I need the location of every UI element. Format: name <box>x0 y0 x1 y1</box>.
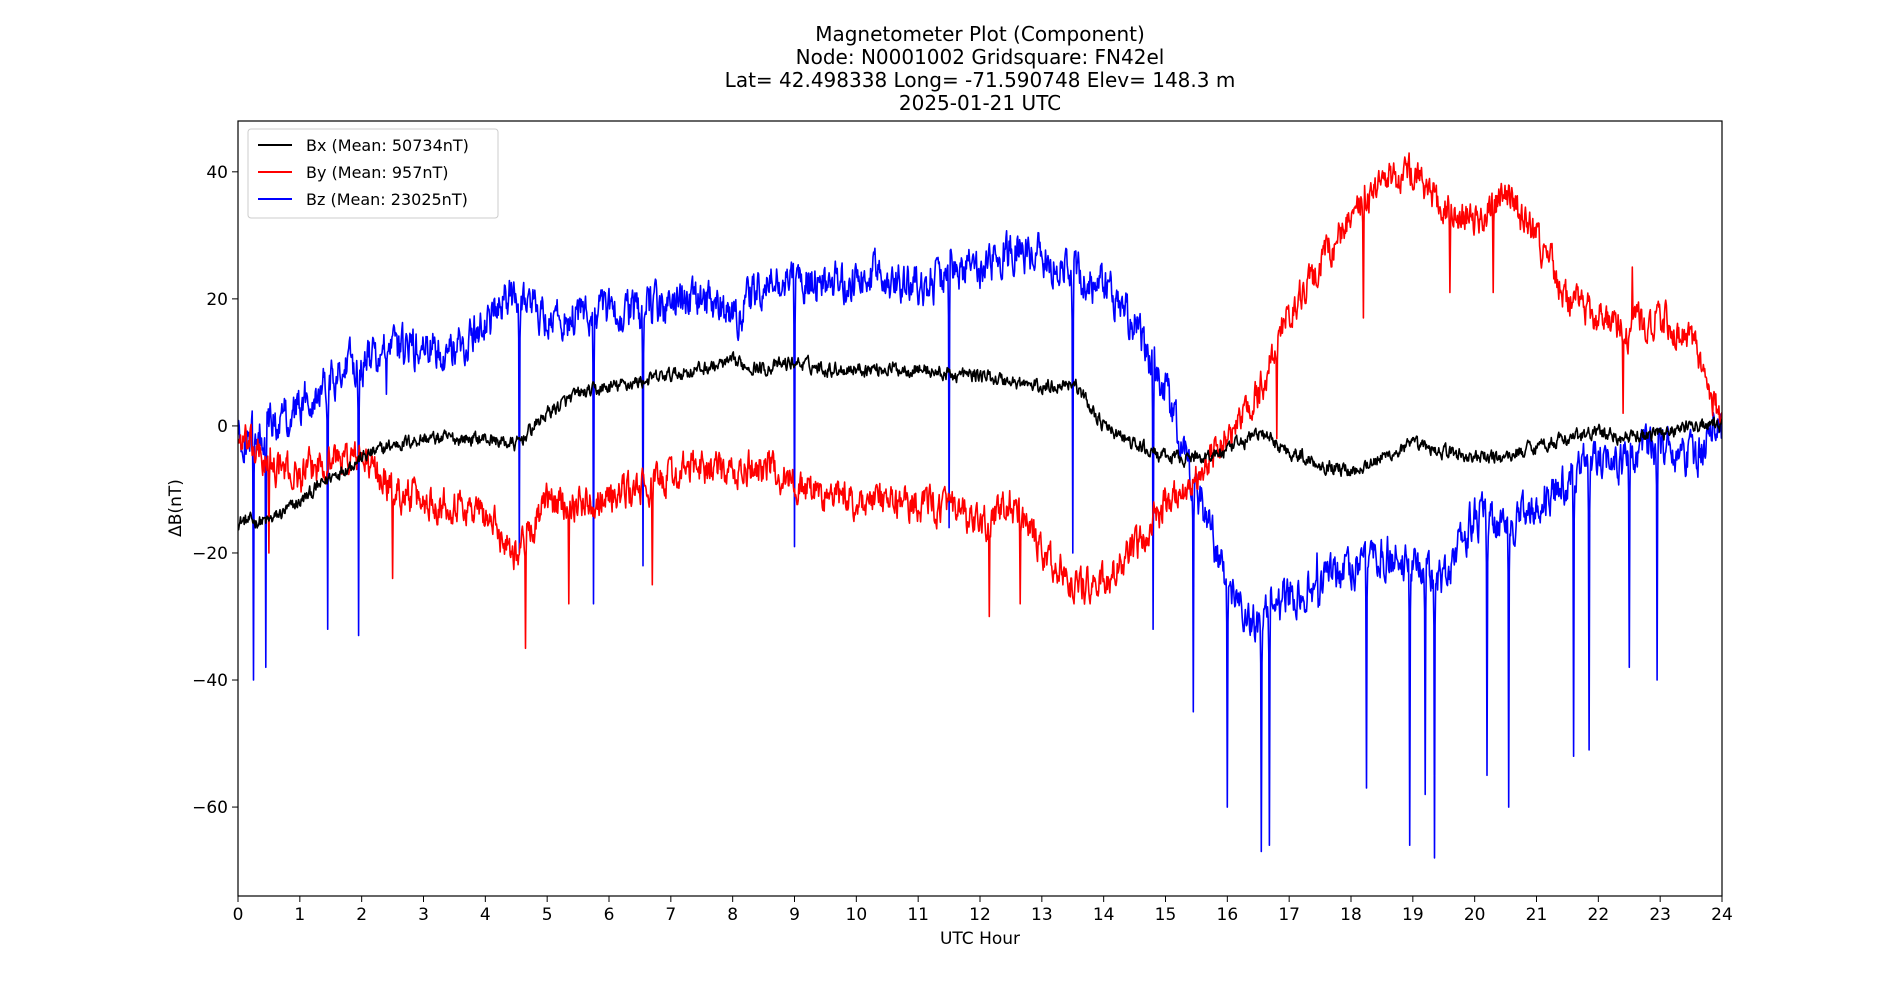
legend-label-by: By (Mean: 957nT) <box>306 163 449 182</box>
legend-box <box>247 128 499 219</box>
x-tick-label: 5 <box>542 905 553 925</box>
y-axis: 40 20 0 −20 −40 −60 <box>192 163 238 818</box>
x-tick-label: 11 <box>907 905 929 925</box>
x-tick-label: 3 <box>418 905 429 925</box>
x-tick-label: 6 <box>604 905 615 925</box>
x-axis: 0 1 2 3 4 5 6 7 8 9 10 11 12 13 14 15 16 17 18 19 20 21 22 23 24 <box>233 896 1733 925</box>
y-tick-label: 20 <box>206 290 228 310</box>
x-tick-label: 19 <box>1402 905 1424 925</box>
x-tick-label: 2 <box>356 905 367 925</box>
x-tick-label: 17 <box>1278 905 1300 925</box>
x-tick-label: 0 <box>233 905 244 925</box>
y-tick-label: −20 <box>192 544 228 564</box>
x-tick-label: 18 <box>1340 905 1362 925</box>
x-tick-label: 9 <box>789 905 800 925</box>
plot-frame <box>237 120 1723 897</box>
x-tick-label: 15 <box>1155 905 1177 925</box>
x-tick-label: 12 <box>969 905 991 925</box>
x-tick-label: 4 <box>480 905 491 925</box>
y-tick-label: −60 <box>192 798 228 818</box>
x-tick-label: 23 <box>1649 905 1671 925</box>
chart-title: Magnetometer Plot (Component) Node: N000… <box>725 22 1236 115</box>
title-line-4: 2025-01-21 UTC <box>899 91 1061 115</box>
x-tick-label: 21 <box>1526 905 1548 925</box>
series-line-by <box>238 152 1722 650</box>
series-line-bz <box>238 230 1722 859</box>
legend-label-bz: Bz (Mean: 23025nT) <box>306 190 468 209</box>
x-tick-label: 22 <box>1588 905 1610 925</box>
x-axis-label: UTC Hour <box>940 929 1020 949</box>
legend-label-bx: Bx (Mean: 50734nT) <box>306 136 469 155</box>
x-tick-label: 8 <box>727 905 738 925</box>
y-tick-label: −40 <box>192 671 228 691</box>
title-line-2: Node: N0001002 Gridsquare: FN42el <box>796 45 1165 69</box>
y-tick-label: 40 <box>206 163 228 183</box>
x-tick-label: 16 <box>1217 905 1239 925</box>
x-tick-label: 13 <box>1031 905 1053 925</box>
x-tick-label: 10 <box>846 905 868 925</box>
x-tick-label: 14 <box>1093 905 1115 925</box>
title-line-3: Lat= 42.498338 Long= -71.590748 Elev= 14… <box>725 68 1236 92</box>
x-tick-label: 7 <box>665 905 676 925</box>
x-tick-label: 20 <box>1464 905 1486 925</box>
x-tick-label: 24 <box>1711 905 1733 925</box>
title-line-1: Magnetometer Plot (Component) <box>815 22 1145 46</box>
series-line-bx <box>238 351 1722 531</box>
y-tick-label: 0 <box>217 417 228 437</box>
x-tick-label: 1 <box>294 905 305 925</box>
series-layer <box>238 152 1722 859</box>
legend: Bx (Mean: 50734nT) By (Mean: 957nT) Bz (… <box>247 128 499 219</box>
y-axis-label: ΔB(nT) <box>166 479 186 537</box>
